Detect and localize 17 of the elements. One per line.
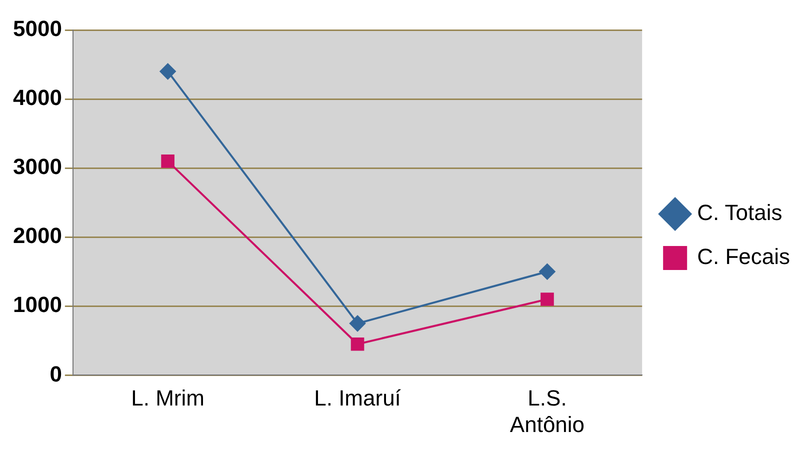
point — [350, 337, 364, 351]
point — [160, 63, 176, 80]
y-tick-label: 4000 — [12, 85, 62, 110]
point — [161, 154, 174, 168]
y-tick-label: 2000 — [12, 223, 62, 248]
x-tick-label: L. Mrim — [131, 385, 204, 410]
x-tick-label: L. Imaruí — [314, 385, 401, 410]
legend-label: C. Fecais — [697, 244, 790, 270]
y-tick-label: 1000 — [12, 292, 62, 318]
point — [540, 292, 554, 306]
y-tick-label: 3000 — [12, 154, 62, 180]
y-tick-label: 5000 — [12, 16, 62, 42]
legend-label: C. Totais — [697, 200, 782, 226]
y-tick-label: 0 — [50, 361, 62, 386]
point — [350, 315, 366, 332]
x-tick-label: L.S. Antônio — [510, 385, 585, 437]
point — [539, 264, 556, 280]
